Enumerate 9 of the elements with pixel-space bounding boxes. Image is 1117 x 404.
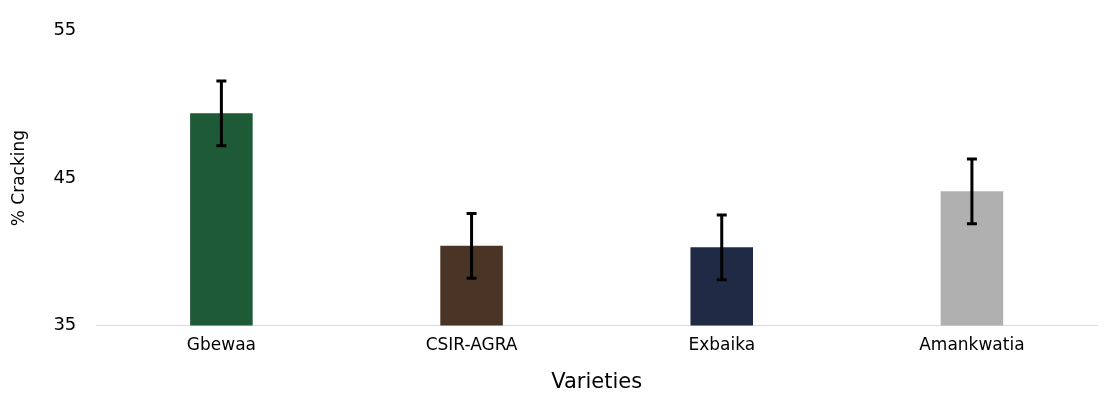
- y-axis-title: % Cracking: [7, 129, 28, 227]
- x-tick-label: Gbewaa: [186, 334, 256, 355]
- x-tick-label: Exbaika: [688, 334, 756, 355]
- x-axis-title: Varieties: [551, 368, 643, 393]
- y-tick-label: 55: [53, 18, 77, 40]
- y-tick-label: 45: [53, 165, 77, 187]
- x-tick-label: Amankwatia: [919, 334, 1025, 355]
- y-tick-label: 35: [53, 313, 77, 335]
- x-tick-label: CSIR-AGRA: [425, 334, 518, 355]
